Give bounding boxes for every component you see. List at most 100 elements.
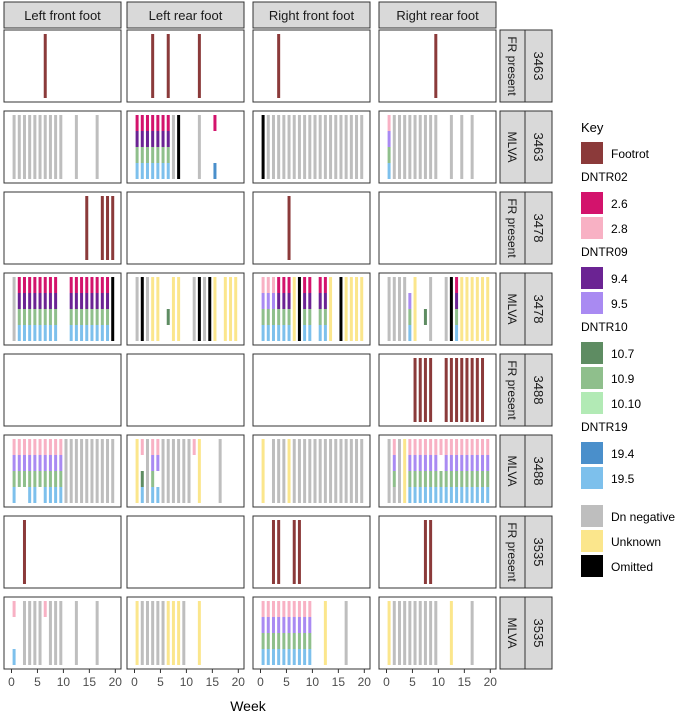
mlva-bar-unknown [475,277,479,341]
mlva-segment-9-5 [434,455,438,471]
footrot-bar [85,196,89,260]
mlva-segment-9-5 [455,455,459,471]
mlva-bar-dn-negative [355,439,359,503]
footrot-bar [418,358,422,422]
mlva-segment-10-9 [17,309,21,325]
mlva-segment-19-5 [80,325,84,341]
legend-label-19-4: 19.4 [611,447,635,461]
row-type-label: MLVA [505,294,519,325]
mlva-segment-19-5 [292,649,296,665]
mlva-segment-19-5 [287,325,291,341]
mlva-segment-10-9 [38,309,42,325]
mlva-segment-10-9 [460,471,464,487]
mlva-segment-9-5 [271,617,275,633]
x-axes: 0 5 10 15 20 0 5 10 15 20 0 5 10 15 20 0 5 10 15 20 [8,669,497,689]
mlva-bar-dn-negative [323,439,327,503]
sheep-id-label: 3535 [531,619,546,648]
mlva-segment-10-9 [318,309,322,325]
mlva-segment-10-9 [287,633,291,649]
mlva-segment-19-5 [282,649,286,665]
mlva-bar-dn-negative [460,115,464,179]
mlva-segment-19-5 [156,163,160,179]
mlva-segment-9-5 [151,455,155,471]
mlva-segment-9-5 [33,455,37,471]
mlva-bar-dn-negative [449,115,453,179]
legend-label-2-6: 2.6 [611,197,628,211]
mlva-segment-9-4 [145,131,149,147]
sheep-id-strip [524,191,553,265]
mlva-segment-19-5 [266,649,270,665]
mlva-bar-dn-negative [90,439,94,503]
mlva-bar-dn-negative [277,439,281,503]
mlva-segment-2-6 [303,277,307,293]
mlva-segment-19-5 [100,325,104,341]
footrot-bar [297,520,301,584]
mlva-bar-dn-negative [161,601,165,665]
mlva-segment-2-8 [22,439,26,455]
mlva-segment-19-5 [140,487,144,503]
mlva-bar-dn-negative [12,115,16,179]
mlva-segment-19-5 [303,649,307,665]
mlva-bar-unknown [197,439,201,503]
footrot-bar [111,196,115,260]
x-tick-label: 20 [358,675,372,689]
mlva-bar-unknown [287,439,291,503]
panel-3535-fr-present-left-rear-foot [126,515,245,589]
mlva-segment-9-4 [156,131,160,147]
mlva-segment-9-5 [465,455,469,471]
mlva-bar-dn-negative [271,439,275,503]
mlva-bar-dn-negative [48,601,52,665]
mlva-bar-dn-negative [334,115,338,179]
mlva-bar-dn-negative [106,439,110,503]
mlva-segment-2-6 [38,277,42,293]
footrot-bar [429,520,433,584]
x-tick-label: 20 [109,675,123,689]
mlva-bar-unknown [413,277,417,341]
mlva-segment-10-7 [140,471,144,487]
mlva-bar-dn-negative [28,115,32,179]
mlva-segment-9-5 [418,455,422,471]
panel-3463-fr-present-right-rear-foot [378,29,497,103]
mlva-segment-19-5 [434,487,438,503]
mlva-segment-19-5 [33,325,37,341]
mlva-segment-9-5 [277,617,281,633]
mlva-segment-9-5 [261,617,265,633]
sheep-id-label: 3463 [531,133,546,162]
mlva-segment-9-4 [95,293,99,309]
mlva-segment-19-5 [408,325,412,341]
mlva-bar-dn-negative [85,439,89,503]
legend-label-9-4: 9.4 [611,272,628,286]
mlva-segment-2-8 [140,439,144,455]
mlva-segment-10-9 [413,471,417,487]
mlva-bar-dn-negative [292,115,296,179]
mlva-segment-19-4 [213,163,217,179]
mlva-bar-unknown [135,439,139,503]
mlva-segment-10-9 [455,309,459,325]
mlva-segment-2-8 [303,601,307,617]
mlva-bar-unknown [171,601,175,665]
footrot-bar [100,196,104,260]
mlva-bar-unknown [292,277,296,341]
mlva-segment-19-5 [166,163,170,179]
mlva-bar-dn-negative [145,601,149,665]
header-strip-left-front-foot [3,1,122,29]
mlva-bar-unknown [355,277,359,341]
mlva-bar-dn-negative [22,115,26,179]
mlva-bar-dn-negative [397,115,401,179]
mlva-bar-dn-negative [387,439,391,503]
legend-label-10-7: 10.7 [611,347,635,361]
legend-group-dntr19: DNTR19 [581,420,628,434]
mlva-segment-2-6 [106,277,110,293]
panel-3535-mlva-left-rear-foot [126,596,245,670]
mlva-segment-10-9 [22,309,26,325]
mlva-segment-10-9 [449,471,453,487]
mlva-segment-19-5 [48,487,52,503]
mlva-segment-9-5 [59,455,63,471]
mlva-segment-9-5 [43,455,47,471]
mlva-segment-9-5 [48,455,52,471]
mlva-segment-2-8 [54,439,58,455]
row-type-strip [499,515,526,589]
mlva-bar-unknown [223,277,227,341]
mlva-segment-10-9 [74,309,78,325]
row-type-label: MLVA [505,456,519,487]
